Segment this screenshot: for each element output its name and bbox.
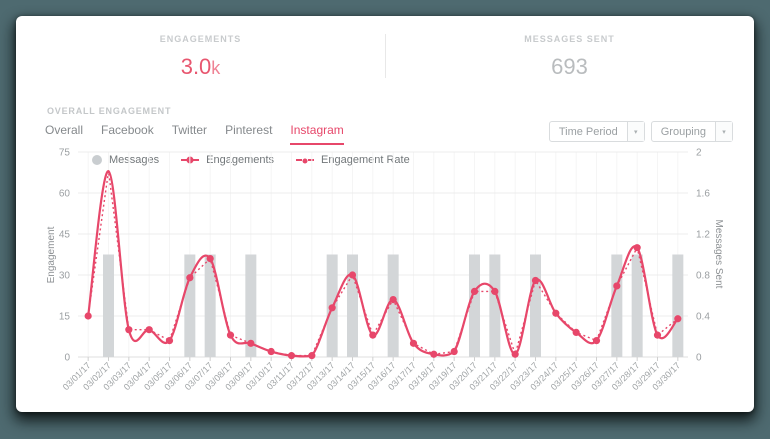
grouping-label: Grouping	[660, 125, 706, 138]
engagement-point[interactable]	[186, 274, 194, 282]
engagement-point[interactable]	[470, 287, 479, 295]
engagement-point[interactable]	[145, 326, 153, 334]
engagement-point[interactable]	[348, 271, 357, 279]
engagement-point[interactable]	[308, 352, 316, 360]
tab-twitter[interactable]: Twitter	[171, 123, 208, 137]
tab-overall[interactable]: Overall	[45, 123, 84, 137]
engagement-point[interactable]	[165, 337, 174, 345]
engagement-point[interactable]	[409, 339, 418, 347]
network-tabs: Overall Facebook Twitter Pinterest Instagram	[45, 123, 344, 145]
left-axis-tick: 75	[59, 148, 71, 159]
stat-engagements-value: 3.0k	[180, 54, 221, 79]
engagement-point[interactable]	[267, 347, 275, 356]
message-bar[interactable]	[611, 254, 623, 358]
message-bar[interactable]	[530, 254, 541, 358]
engagement-point[interactable]	[328, 304, 336, 312]
stats-divider	[385, 34, 386, 78]
message-bar[interactable]	[387, 254, 399, 358]
tab-instagram[interactable]: Instagram	[290, 123, 344, 145]
legend-messages[interactable]: Messages	[92, 154, 159, 166]
message-bar[interactable]	[103, 254, 114, 358]
right-axis-tick: 0.4	[696, 312, 710, 323]
engagement-chart: 0 0 15 0.4 30 0.8 45 1.2 60 1.6 75 2 Engagement Messa…	[46, 148, 724, 393]
chevron-down-icon[interactable]: ▾	[626, 122, 644, 141]
engagement-point[interactable]	[287, 352, 296, 360]
right-axis-tick: 1.6	[696, 189, 710, 200]
left-axis-tick: 0	[64, 353, 70, 364]
tab-facebook[interactable]: Facebook	[101, 123, 154, 137]
right-axis-tick: 0	[696, 353, 702, 364]
engagement-point[interactable]	[206, 255, 214, 263]
engagement-point[interactable]	[226, 331, 235, 339]
stats-row: ENGAGEMENTS 3.0k MESSAGES SENT 693	[16, 34, 754, 80]
legend-label: Engagement Rate	[321, 154, 410, 166]
engagement-point[interactable]	[653, 331, 662, 339]
engagement-point[interactable]	[84, 312, 92, 320]
right-axis-tick: 2	[696, 148, 702, 159]
engagement-point[interactable]	[572, 328, 580, 336]
engagement-point[interactable]	[511, 350, 519, 358]
engagement-point[interactable]	[430, 350, 438, 358]
legend-label: Engagements	[206, 154, 275, 166]
dash-dot-icon	[296, 159, 315, 161]
chart-filters: Time Period ▾ Grouping ▾	[548, 121, 733, 142]
message-bar[interactable]	[469, 254, 480, 358]
message-bar[interactable]	[631, 254, 643, 358]
message-bar[interactable]	[184, 254, 196, 358]
engagement-point[interactable]	[613, 282, 621, 290]
engagement-rate-line[interactable]	[87, 171, 679, 357]
message-bar[interactable]	[672, 254, 684, 358]
engagement-point[interactable]	[592, 337, 601, 345]
engagement-point[interactable]	[531, 276, 540, 285]
chevron-down-icon[interactable]: ▾	[715, 122, 732, 141]
section-title: OVERALL ENGAGEMENT	[47, 106, 172, 116]
engagement-point[interactable]	[450, 347, 458, 356]
left-axis-tick: 30	[59, 271, 71, 282]
engagement-point[interactable]	[369, 331, 377, 339]
tab-pinterest[interactable]: Pinterest	[225, 123, 273, 137]
engagement-point[interactable]	[491, 287, 499, 295]
stat-messages-sent-value: 693	[551, 54, 588, 79]
engagement-point[interactable]	[552, 309, 560, 317]
engagement-point[interactable]	[674, 315, 682, 323]
stat-engagements: ENGAGEMENTS 3.0k	[16, 34, 385, 80]
left-axis-tick: 60	[59, 189, 71, 200]
legend-engagement-rate[interactable]: Engagement Rate	[296, 154, 410, 166]
legend-label: Messages	[109, 154, 160, 166]
time-period-dropdown[interactable]: Time Period ▾	[548, 121, 645, 142]
right-axis-tick: 1.2	[696, 230, 710, 241]
left-axis-title: Engagement	[46, 226, 57, 283]
stat-messages-sent-label: MESSAGES SENT	[524, 34, 615, 44]
engagement-point[interactable]	[247, 339, 255, 347]
engagement-point[interactable]	[389, 296, 397, 304]
grouping-dropdown[interactable]: Grouping ▾	[650, 121, 733, 142]
report-card: ENGAGEMENTS 3.0k MESSAGES SENT 693 OVERA…	[16, 16, 754, 412]
chart-legend: Messages Engagements Engagement Rate	[92, 154, 410, 166]
right-axis-title: Messages Sent	[713, 220, 724, 289]
stat-messages-sent: MESSAGES SENT 693	[385, 34, 754, 80]
message-bar[interactable]	[245, 254, 257, 358]
engagement-point[interactable]	[125, 326, 133, 334]
right-axis-tick: 0.8	[696, 271, 710, 282]
gray-circle-icon	[92, 155, 102, 165]
time-period-label: Time Period	[558, 125, 618, 138]
message-bar[interactable]	[347, 254, 358, 358]
left-axis-tick: 15	[59, 312, 71, 323]
message-bar[interactable]	[489, 254, 501, 358]
message-bar[interactable]	[204, 254, 216, 358]
engagements-line[interactable]	[87, 170, 679, 358]
engagement-point[interactable]	[633, 244, 641, 252]
left-axis-tick: 45	[59, 230, 71, 241]
stat-engagements-label: ENGAGEMENTS	[159, 34, 242, 44]
